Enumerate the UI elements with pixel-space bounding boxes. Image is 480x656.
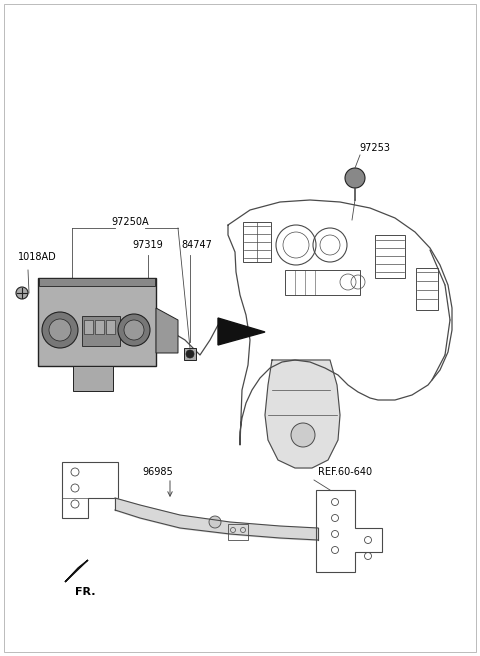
- Bar: [84, 320, 93, 334]
- Circle shape: [124, 320, 144, 340]
- Text: 96985: 96985: [143, 467, 173, 477]
- Circle shape: [118, 314, 150, 346]
- Bar: [82, 316, 120, 346]
- Text: 84747: 84747: [181, 240, 213, 250]
- Polygon shape: [156, 308, 178, 353]
- Bar: [184, 348, 196, 360]
- Text: 1018AD: 1018AD: [18, 252, 57, 262]
- Bar: [285, 270, 360, 295]
- Circle shape: [291, 423, 315, 447]
- Bar: [375, 235, 405, 278]
- Circle shape: [42, 312, 78, 348]
- Bar: [38, 278, 156, 366]
- Text: 97250A: 97250A: [111, 217, 149, 227]
- Bar: [243, 222, 271, 262]
- Text: FR.: FR.: [75, 587, 96, 597]
- Polygon shape: [73, 366, 113, 391]
- Circle shape: [209, 516, 221, 528]
- Polygon shape: [218, 318, 265, 345]
- Bar: [416, 268, 438, 310]
- Circle shape: [186, 350, 194, 358]
- Polygon shape: [65, 560, 88, 582]
- Circle shape: [49, 319, 71, 341]
- Text: 97253: 97253: [360, 143, 391, 153]
- Circle shape: [16, 287, 28, 299]
- Circle shape: [345, 168, 365, 188]
- Bar: [95, 320, 104, 334]
- Text: 97319: 97319: [132, 240, 163, 250]
- Bar: [106, 320, 115, 334]
- Text: REF.60-640: REF.60-640: [318, 467, 372, 477]
- Bar: [39, 278, 155, 286]
- Polygon shape: [265, 360, 340, 468]
